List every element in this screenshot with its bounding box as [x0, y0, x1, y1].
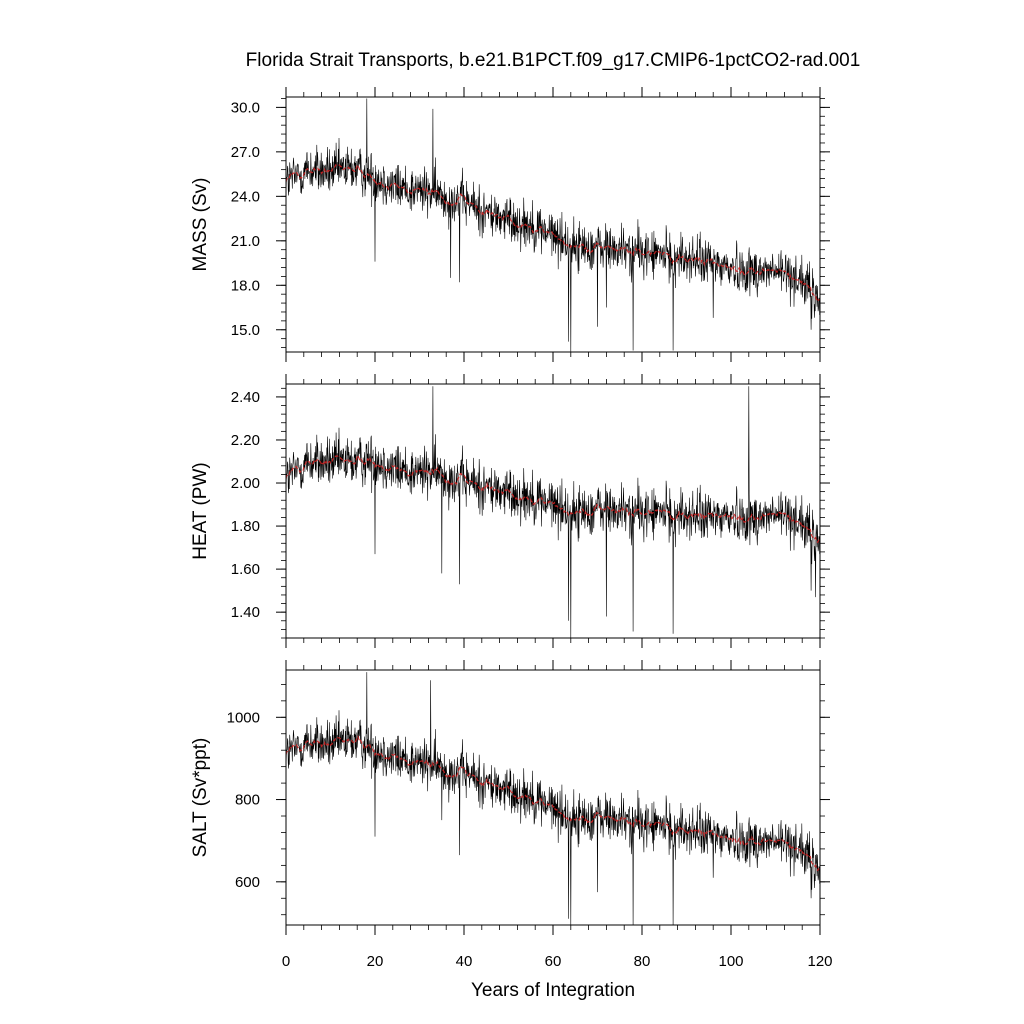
- x-tick-label: 0: [282, 953, 290, 970]
- y-tick-label: 24.0: [231, 188, 260, 205]
- y-axis-label: MASS (Sv): [190, 178, 211, 272]
- plot-frame: [285, 96, 821, 353]
- panel-1: 1.40 1.60 1.80 2.00 2.20 2.40 HEAT (PW): [190, 374, 830, 648]
- y-tick-label: 2.40: [231, 389, 260, 406]
- y-tick-label: 1000: [227, 709, 260, 726]
- x-tick-label: 100: [718, 953, 743, 970]
- smoothed-series-line: [286, 163, 820, 303]
- smoothed-series-line: [286, 735, 820, 872]
- x-axis-label: Years of Integration: [471, 980, 635, 1001]
- panel-0: 15.0 18.0 21.0 24.0 27.0 30.0 MASS (Sv): [190, 87, 830, 362]
- y-tick-label: 800: [235, 792, 260, 809]
- panel-2: 600 800 1000 SALT (Sv*ppt) 0 20 40 60 80 100 120: [190, 660, 833, 970]
- monthly-series-line: [286, 386, 820, 638]
- y-tick-label: 1.40: [231, 604, 260, 621]
- y-tick-label: 2.20: [231, 432, 260, 449]
- y-tick-label: 30.0: [231, 99, 260, 116]
- y-tick-label: 2.00: [231, 475, 260, 492]
- y-tick-label: 18.0: [231, 277, 260, 294]
- x-tick-label: 120: [807, 953, 832, 970]
- y-tick-label: 1.80: [231, 518, 260, 535]
- y-tick-label: 21.0: [231, 233, 260, 250]
- y-tick-label: 600: [235, 874, 260, 891]
- y-axis-label: SALT (Sv*ppt): [190, 738, 211, 858]
- y-axis-label: HEAT (PW): [190, 462, 211, 559]
- y-tick-label: 1.60: [231, 561, 260, 578]
- x-tick-label: 60: [545, 953, 562, 970]
- x-tick-label: 80: [634, 953, 651, 970]
- y-tick-label: 27.0: [231, 144, 260, 161]
- x-tick-label: 40: [456, 953, 473, 970]
- smoothed-series-line: [286, 453, 820, 544]
- monthly-series-line: [286, 672, 820, 925]
- monthly-series-line: [286, 98, 820, 352]
- plot-frame: [285, 669, 821, 926]
- y-tick-label: 15.0: [231, 322, 260, 339]
- x-tick-label: 20: [367, 953, 384, 970]
- chart-title: Florida Strait Transports, b.e21.B1PCT.f…: [246, 50, 861, 71]
